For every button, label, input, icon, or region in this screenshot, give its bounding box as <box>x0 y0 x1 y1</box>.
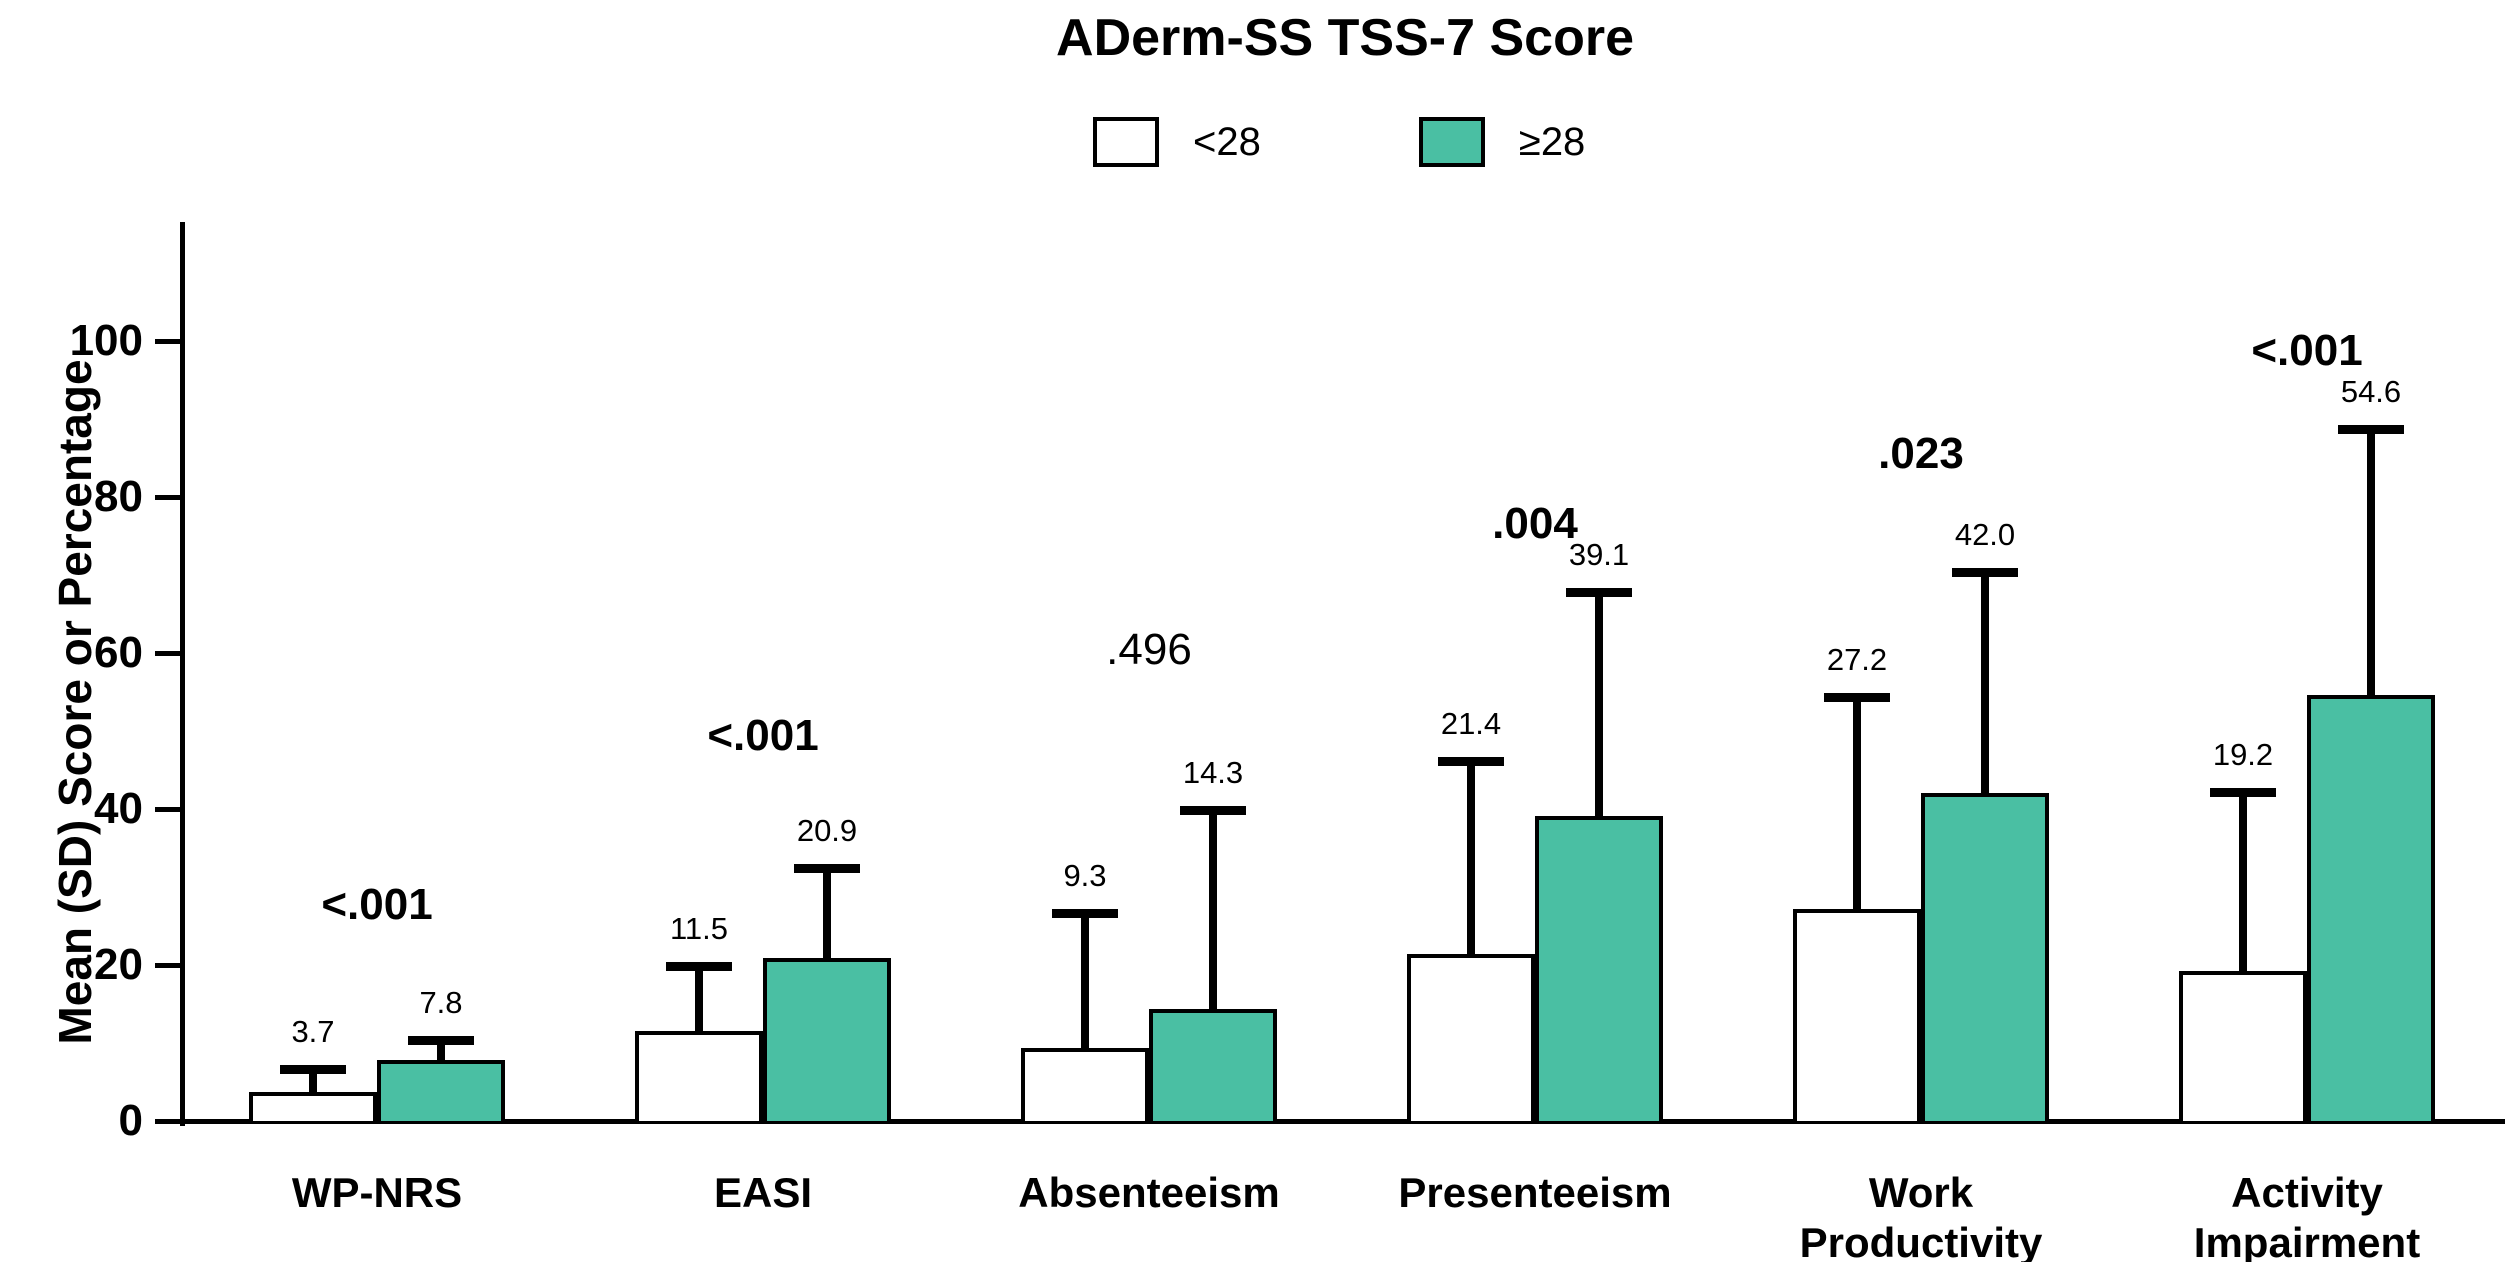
value-label-1-5: 54.6 <box>2340 374 2402 410</box>
value-label-0-0: 3.7 <box>291 1013 335 1049</box>
category-label-0: WP-NRS <box>291 1169 463 1216</box>
error-cap-0-2 <box>1052 908 1118 918</box>
y-axis-title: Mean (SD) Score or Percentage <box>49 359 101 1045</box>
y-tick-label-40: 40 <box>94 784 143 833</box>
legend-label-low: <28 <box>1193 119 1261 164</box>
legend-swatch-high <box>1418 117 1485 167</box>
y-tick-label-20: 20 <box>94 940 143 989</box>
category-label-5: Activity Impairment <box>2193 1169 2421 1262</box>
bar-<28-4 <box>1793 908 1921 1121</box>
value-label-0-1: 11.5 <box>669 910 729 946</box>
value-label-0-3: 21.4 <box>1440 705 1502 741</box>
error-stem-0-0 <box>309 1071 317 1093</box>
bar-≥28-5 <box>2307 695 2435 1121</box>
bar-≥28-0 <box>377 1060 505 1121</box>
error-cap-1-0 <box>408 1036 474 1045</box>
y-tick-label-0: 0 <box>118 1096 143 1145</box>
error-stem-1-2 <box>1209 812 1217 1010</box>
error-cap-1-5 <box>2338 425 2404 435</box>
value-label-1-3: 39.1 <box>1568 536 1630 572</box>
error-stem-0-1 <box>695 968 703 1032</box>
error-stem-1-3 <box>1595 594 1603 817</box>
p-value-label-2: .496 <box>1106 624 1192 674</box>
error-cap-1-4 <box>1952 568 2018 577</box>
value-label-1-1: 20.9 <box>796 813 858 849</box>
error-stem-1-5 <box>2367 432 2375 696</box>
y-tick-60 <box>155 651 185 656</box>
error-cap-0-5 <box>2210 787 2276 797</box>
y-tick-label-80: 80 <box>94 472 143 521</box>
value-label-1-2: 14.3 <box>1182 754 1244 790</box>
error-cap-0-4 <box>1824 692 1890 702</box>
y-tick-100 <box>155 339 185 344</box>
value-label-1-0: 7.8 <box>419 985 463 1020</box>
legend: <28 ≥28 <box>1093 116 1585 168</box>
error-cap-1-1 <box>794 864 860 874</box>
bar-<28-3 <box>1407 954 1535 1121</box>
error-stem-0-5 <box>2239 794 2247 972</box>
bar-≥28-2 <box>1149 1009 1277 1121</box>
p-value-label-3: .004 <box>1492 499 1578 549</box>
p-value-label-0: <.001 <box>321 879 433 929</box>
category-label-3: Presenteeism <box>1398 1169 1672 1216</box>
bar-≥28-4 <box>1921 793 2049 1121</box>
bar-≥28-1 <box>763 957 891 1121</box>
legend-swatch-low <box>1093 117 1159 167</box>
category-label-1: EASI <box>713 1169 813 1216</box>
bar-<28-5 <box>2179 971 2307 1121</box>
error-cap-1-2 <box>1180 805 1246 815</box>
y-tick-label-60: 60 <box>94 628 143 677</box>
bar-<28-0 <box>249 1092 377 1121</box>
value-label-0-4: 27.2 <box>1826 641 1888 677</box>
y-tick-40 <box>155 807 185 812</box>
y-axis-line <box>180 222 185 1126</box>
error-cap-1-3 <box>1566 587 1632 597</box>
legend-label-high: ≥28 <box>1518 119 1586 164</box>
x-axis-line <box>180 1119 2505 1124</box>
error-stem-0-4 <box>1853 699 1861 909</box>
p-value-label-4: .023 <box>1878 429 1964 479</box>
y-tick-0 <box>155 1119 185 1124</box>
p-value-label-5: <.001 <box>2251 326 2363 376</box>
error-stem-0-2 <box>1081 915 1089 1049</box>
error-stem-1-4 <box>1981 575 1989 794</box>
bar-<28-2 <box>1021 1048 1149 1121</box>
error-cap-0-1 <box>666 961 732 971</box>
error-stem-1-1 <box>823 871 831 958</box>
y-tick-80 <box>155 495 185 500</box>
category-label-2: Absenteeism <box>1018 1169 1280 1216</box>
error-cap-0-0 <box>280 1064 346 1074</box>
value-label-0-5: 19.2 <box>2212 736 2274 772</box>
chart-title: ADerm-SS TSS-7 Score <box>1056 9 1634 67</box>
error-cap-0-3 <box>1438 756 1504 766</box>
error-stem-0-3 <box>1467 763 1475 955</box>
category-label-4: Work Productivity <box>1799 1169 2043 1262</box>
value-label-1-4: 42.0 <box>1954 517 2016 552</box>
y-tick-20 <box>155 963 185 968</box>
p-value-label-1: <.001 <box>707 710 819 760</box>
error-stem-1-0 <box>437 1043 445 1061</box>
y-tick-label-100: 100 <box>69 316 143 365</box>
bar-<28-1 <box>635 1031 763 1121</box>
bar-≥28-3 <box>1535 816 1663 1121</box>
value-label-0-2: 9.3 <box>1063 857 1107 893</box>
